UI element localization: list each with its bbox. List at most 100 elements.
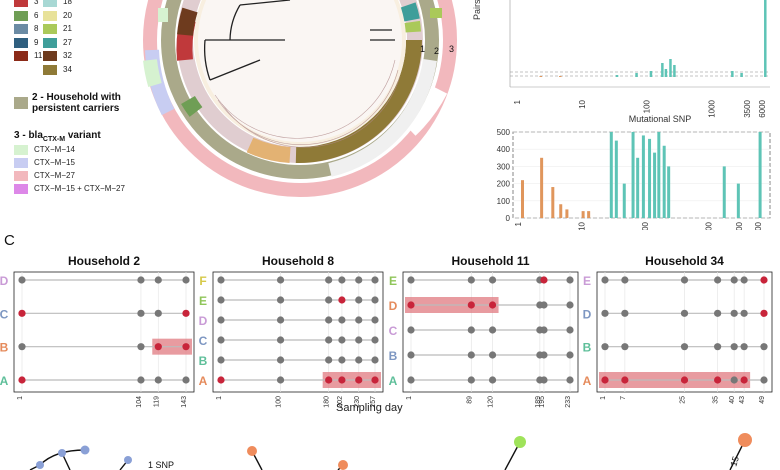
snp-histograms: Pairs o 1 10 100 1000 3500 6000 Mutational SN… [472,0,771,230]
sample-dot [540,376,548,384]
household-xtick: 100 [276,396,283,408]
sample-dot [325,316,333,324]
sample-dot [154,376,162,384]
positive-sample-dot [325,376,333,384]
panel-c-label: C [4,232,15,249]
legend-swatch [14,0,28,7]
row-label: C [0,307,9,321]
network-node [36,461,44,469]
sample-dot [217,296,225,304]
sample-dot [18,343,26,351]
legend-label: 8 [34,24,39,33]
positive-sample-dot [621,376,629,384]
sample-dot [730,276,738,284]
hist-bar [667,166,671,218]
hist-bar [648,138,652,218]
hist-top: 1 10 100 1000 3500 6000 [509,0,770,118]
legend-swatch [43,64,57,75]
hist-bar [521,180,524,218]
row-label: A [0,374,9,388]
network-node [738,433,752,447]
legend-label: CTX−M−27 [34,171,75,180]
legend-label: 32 [63,51,72,60]
ring-label-1: 1 [420,44,425,54]
sample-dot [137,343,145,351]
hist-bottom: 0 100 200 300 400 500 1 10 100 1000 3000 6000 [497,128,771,230]
sample-dot [355,336,363,344]
ring-label-2: 2 [434,46,439,56]
hist-bar [540,157,544,218]
sample-dot [325,356,333,364]
sample-dot [154,309,162,317]
sample-dot [217,316,225,324]
row-label: F [199,274,206,288]
legend-swatch [43,24,57,34]
hist-bottom-xtick: 10 [578,221,587,230]
positive-sample-dot [540,276,548,284]
sample-dot [137,276,145,284]
legend-swatch [14,10,28,21]
household-title: Household 11 [451,254,529,268]
hist-bar [559,76,562,77]
sample-dot [467,376,475,384]
positive-sample-dot [488,301,497,309]
household-xtick: 104 [136,396,143,408]
hist-bar [669,59,672,77]
hist-top-xtick: 3500 [743,99,752,117]
sample-dot [680,309,689,317]
sample-dot [601,309,609,317]
household-xtick: 1 [216,396,223,400]
household-xtick: 143 [181,396,188,408]
household-title: Household 34 [645,254,724,268]
row-label: E [199,294,207,308]
household-title: Household 8 [262,254,334,268]
sample-dot [540,301,548,309]
hist-bar [649,71,653,77]
row-label: B [389,349,398,363]
hist-bottom-ytick: 500 [497,128,511,137]
household-legend-title: 2 - Household with persistent carriers [32,92,121,114]
hist-bar [587,211,591,218]
row-label: E [583,274,591,288]
positive-sample-dot [740,376,748,384]
household-xtick: 43 [739,396,746,404]
hist-bar [740,73,743,77]
transmission-network: 1 SNP 15 [29,433,752,470]
legend-swatch [43,37,57,48]
positive-sample-dot [154,343,162,351]
sample-dot [760,376,768,384]
sample-dot [217,356,225,364]
sample-dot [137,376,145,384]
sample-dot [467,351,475,359]
household-xtick: 7 [620,396,627,400]
household-xtick: 1 [17,396,24,400]
sample-dot [276,356,285,364]
row-label: C [389,324,398,338]
sample-dot [338,316,346,324]
sample-dot [566,376,574,384]
hist-bar [731,71,734,77]
hist-bar [581,211,585,218]
sample-dot [488,276,497,284]
legend-swatch [43,51,57,61]
tree-branches [203,0,395,81]
sample-dot [371,316,379,324]
hist-bar [661,63,664,77]
household-swatch [14,97,28,109]
network-node [247,446,257,456]
sample-dot [338,356,346,364]
hist-bar [662,145,666,218]
legend-label: 9 [34,37,39,47]
sample-dot [740,309,748,317]
positive-sample-dot [467,301,475,309]
hist-bar [764,0,767,77]
row-label: C [199,334,208,348]
legend-panel: 3 6 8 9 11 18 20 21 27 32 34 2 - Household with p… [0,0,145,210]
legend-swatch [14,158,28,168]
hist-top-xtick: 1000 [708,99,717,117]
sample-dot [325,336,333,344]
sample-dot [18,276,26,284]
variant-legend-title: 3 - blaCTX-M variant [14,130,101,143]
sample-dot [407,326,415,334]
sample-dot [276,316,285,324]
